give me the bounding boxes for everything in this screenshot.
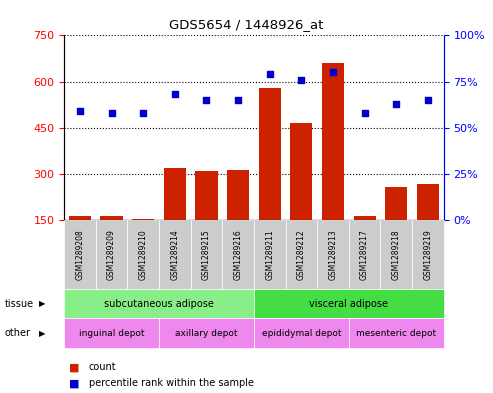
Text: inguinal depot: inguinal depot	[79, 329, 144, 338]
Point	[203, 97, 211, 103]
Bar	[353, 217, 376, 220]
Point	[392, 101, 400, 107]
Bar	[164, 168, 186, 220]
Text: tissue: tissue	[5, 299, 34, 309]
Text: GSM1289213: GSM1289213	[328, 229, 338, 280]
Bar	[132, 219, 154, 220]
Point	[266, 71, 274, 77]
Point	[424, 97, 432, 103]
Point	[361, 110, 369, 116]
Text: axillary depot: axillary depot	[175, 329, 238, 338]
Text: GSM1289216: GSM1289216	[234, 229, 243, 280]
Text: GSM1289208: GSM1289208	[75, 229, 84, 280]
Text: GSM1289210: GSM1289210	[139, 229, 148, 280]
Point	[76, 108, 84, 114]
Text: ▶: ▶	[38, 329, 45, 338]
Text: subcutaneous adipose: subcutaneous adipose	[104, 299, 214, 309]
Text: percentile rank within the sample: percentile rank within the sample	[89, 378, 254, 388]
Text: GDS5654 / 1448926_at: GDS5654 / 1448926_at	[169, 18, 324, 31]
Text: ▶: ▶	[38, 299, 45, 308]
Point	[329, 69, 337, 75]
Bar	[417, 184, 439, 220]
Text: visceral adipose: visceral adipose	[309, 299, 388, 309]
Text: GSM1289217: GSM1289217	[360, 229, 369, 280]
Text: GSM1289209: GSM1289209	[107, 229, 116, 280]
Text: other: other	[5, 328, 31, 338]
Text: GSM1289219: GSM1289219	[423, 229, 432, 280]
Point	[171, 91, 179, 97]
Bar	[69, 217, 91, 220]
Text: mesenteric depot: mesenteric depot	[356, 329, 436, 338]
Point	[139, 110, 147, 116]
Point	[107, 110, 115, 116]
Text: GSM1289212: GSM1289212	[297, 229, 306, 280]
Bar	[227, 170, 249, 220]
Text: GSM1289214: GSM1289214	[170, 229, 179, 280]
Text: GSM1289211: GSM1289211	[265, 229, 274, 280]
Text: GSM1289215: GSM1289215	[202, 229, 211, 280]
Bar	[195, 171, 217, 220]
Text: count: count	[89, 362, 116, 373]
Bar	[290, 123, 313, 220]
Bar	[322, 63, 344, 220]
Text: GSM1289218: GSM1289218	[392, 229, 401, 280]
Bar	[101, 217, 123, 220]
Text: ■: ■	[69, 378, 79, 388]
Bar	[385, 187, 407, 220]
Bar	[259, 88, 281, 220]
Point	[234, 97, 242, 103]
Text: ■: ■	[69, 362, 79, 373]
Text: epididymal depot: epididymal depot	[262, 329, 341, 338]
Point	[297, 77, 305, 83]
